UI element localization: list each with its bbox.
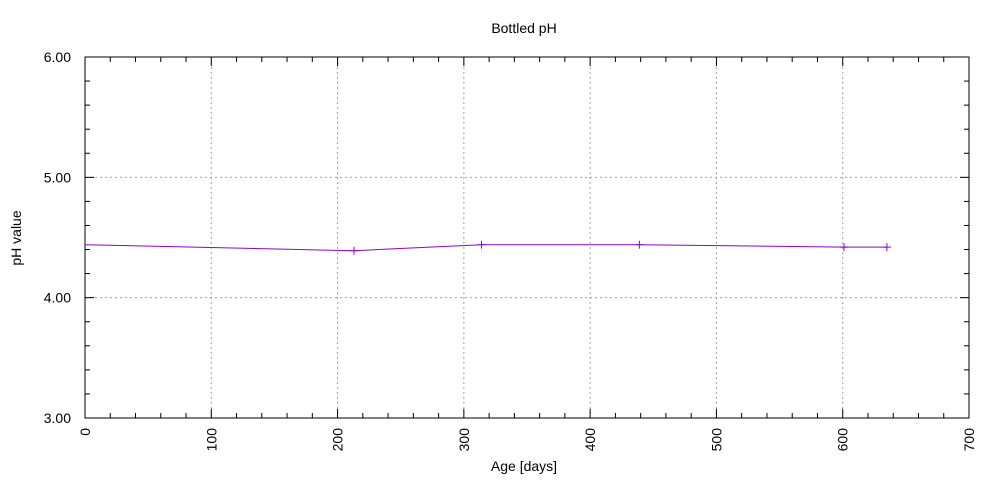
x-tick-label: 100 bbox=[203, 428, 219, 452]
x-tick-label: 600 bbox=[835, 428, 851, 452]
y-tick-label: 5.00 bbox=[44, 169, 71, 185]
y-axis-label: pH value bbox=[8, 210, 24, 265]
x-tick-label: 200 bbox=[330, 428, 346, 452]
data-point bbox=[635, 240, 644, 249]
ticks: 3.00 4.00 5.00 6.00 0 100 200 300 400 500 600 700 bbox=[44, 49, 977, 451]
y-tick-label: 3.00 bbox=[44, 410, 71, 426]
data-point bbox=[839, 243, 848, 252]
x-tick-label: 700 bbox=[961, 428, 977, 452]
x-tick-label: 500 bbox=[708, 428, 724, 452]
x-tick-label: 0 bbox=[77, 428, 93, 436]
plot-frame bbox=[84, 56, 970, 419]
y-tick-label: 6.00 bbox=[44, 49, 71, 65]
data-point bbox=[477, 240, 486, 249]
data-point bbox=[349, 246, 358, 255]
series-line bbox=[84, 244, 887, 252]
x-tick-label: 400 bbox=[582, 428, 598, 452]
plot-border bbox=[84, 56, 970, 419]
series bbox=[84, 240, 891, 255]
chart-title: Bottled pH bbox=[491, 20, 556, 36]
data-point bbox=[882, 243, 891, 252]
x-axis-label: Age [days] bbox=[491, 458, 557, 474]
grid bbox=[85, 57, 969, 418]
y-tick-label: 4.00 bbox=[44, 290, 71, 306]
x-tick-label: 300 bbox=[456, 428, 472, 452]
